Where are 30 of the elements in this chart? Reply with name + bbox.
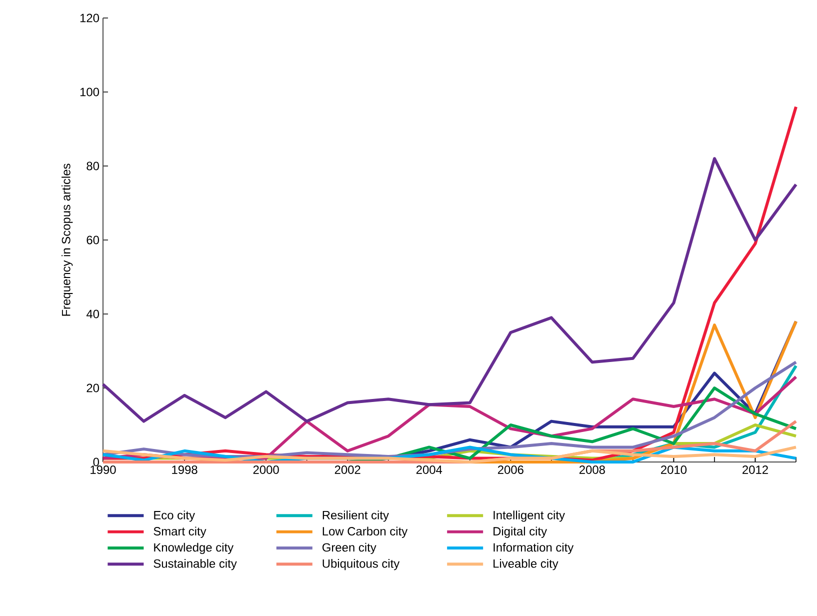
legend-label: Low Carbon city: [322, 526, 408, 538]
y-tick-label: 120: [80, 14, 100, 22]
legend-label: Green city: [322, 542, 376, 554]
y-tick-label: 80: [86, 162, 100, 170]
legend-label: Sustainable city: [154, 559, 237, 570]
x-tick-label: 2004: [416, 466, 442, 474]
legend-label: Intelligent city: [494, 510, 565, 522]
y-axis-title: Frequency in Scopus articles: [62, 164, 73, 316]
x-tick-label: 2010: [661, 466, 687, 474]
legend-label: Smart city: [154, 526, 206, 538]
legend-label: Information city: [494, 542, 574, 554]
x-tick-label: 2006: [498, 466, 524, 474]
y-tick-label: 60: [86, 236, 100, 244]
y-tick-label: 40: [86, 310, 100, 318]
y-tick-label: 0: [93, 458, 100, 466]
x-tick-label: 2000: [253, 466, 279, 474]
legend-label: Liveable city: [494, 559, 558, 570]
x-tick-label: 1990: [90, 466, 116, 474]
legend-label: Knowledge city: [154, 542, 234, 554]
y-tick-label: 20: [86, 384, 100, 392]
x-tick-label: 2002: [334, 466, 360, 474]
legend-label: Digital city: [494, 526, 547, 538]
line-series: [102, 157, 798, 423]
legend-label: Eco city: [154, 510, 195, 522]
x-tick-label: 2008: [579, 466, 605, 474]
legend-label: Ubiquitous city: [322, 559, 400, 570]
legend-label: Resilient city: [322, 510, 389, 522]
x-tick-label: 2012: [742, 466, 768, 474]
y-tick-label: 100: [80, 88, 100, 96]
x-tick-label: 1998: [172, 466, 198, 474]
